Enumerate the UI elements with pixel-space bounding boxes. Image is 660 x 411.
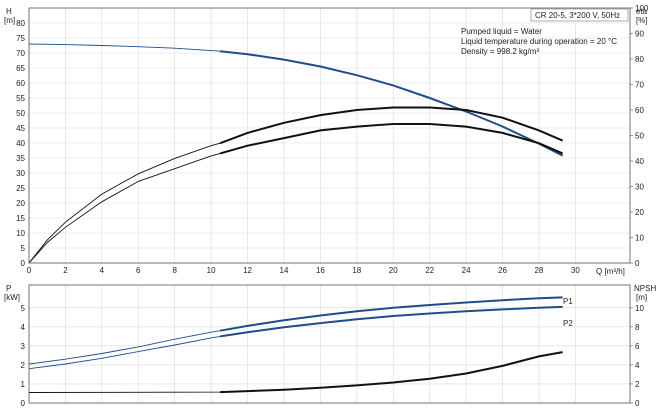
x-tick-label: 12 [243,266,252,275]
x-axis-label: Q [m³/h] [596,267,625,276]
bottom-series-p2-operating [220,305,563,338]
top-left-tick-label: 25 [16,184,25,193]
x-tick-label: 10 [207,266,216,275]
bottom-left-tick-label: 5 [21,304,26,313]
bottom-left-tick-label: 2 [21,361,26,370]
x-tick-label: 18 [352,266,361,275]
bottom-right-axis-label-2: [m] [636,293,647,302]
bottom-left-axis-label-1: P [6,284,11,293]
top-left-tick-label: 15 [16,214,25,223]
top-series-eta-p-thin [28,123,563,264]
top-left-tick-label: 20 [16,199,25,208]
grid-layer [28,7,633,404]
legend-p2: P2 [563,319,573,328]
top-left-tick-label: 75 [16,34,25,43]
top-series-h-operating [220,50,564,157]
bottom-series-p2-thin [28,306,563,370]
top-right-tick-label: 70 [635,81,644,90]
x-tick-label: 8 [172,266,177,275]
bottom-series-p1-operating [220,296,563,332]
top-right-axis-label-1: eta [636,7,648,16]
x-tick-label: 30 [571,266,580,275]
x-tick-label: 14 [280,266,289,275]
top-left-tick-label: 35 [16,154,25,163]
top-right-tick-label: 100 [635,4,649,13]
top-left-tick-label: 30 [16,169,25,178]
info-line-1: Pumped liquid = Water [461,27,542,36]
top-left-axis-label-2: [m] [4,16,15,25]
bottom-right-tick-label: 8 [635,323,640,332]
tick-labels: 0 2 4 6 8 10 12 14 16 18 20 22 24 26 28 300510152025303… [16,4,649,408]
bottom-right-axis-label-1: NPSH [634,284,656,293]
top-left-tick-label: 80 [16,19,25,28]
series-layer [28,43,564,394]
top-left-tick-label: 10 [16,229,25,238]
bottom-left-axis-label-2: [kW] [4,293,20,302]
top-series-eta-operating [219,106,563,145]
top-right-tick-label: 60 [635,106,644,115]
top-right-tick-label: 90 [635,30,644,39]
x-tick-label: 28 [534,266,543,275]
legend-p1: P1 [563,297,573,306]
top-left-tick-label: 5 [21,244,26,253]
top-left-axis-label-1: H [6,7,12,16]
bottom-left-tick-label: 3 [21,342,26,351]
x-tick-label: 22 [425,266,434,275]
top-right-tick-label: 40 [635,157,644,166]
bottom-plot-frame [28,284,631,404]
top-left-tick-label: 50 [16,109,25,118]
bottom-right-tick-label: 4 [635,361,640,370]
model-box [530,8,629,22]
top-left-tick-label: 70 [16,49,25,58]
top-series-eta-thin [28,107,563,264]
bottom-right-tick-label: 10 [635,304,644,313]
top-right-tick-label: 80 [635,55,644,64]
bottom-series-p1-thin [28,296,563,365]
top-left-tick-label: 0 [21,259,26,268]
top-right-tick-label: 30 [635,183,644,192]
info-line-3: Density = 998.2 kg/m³ [461,47,539,56]
top-series-eta-p-operating [219,123,563,155]
x-tick-label: 16 [316,266,325,275]
top-left-tick-label: 40 [16,139,25,148]
top-right-tick-label: 10 [635,234,644,243]
x-tick-label: 26 [498,266,507,275]
model-text: CR 20-5, 3*200 V, 50Hz [535,11,620,20]
bottom-series-npsh-operating [220,351,563,394]
top-right-tick-label: 50 [635,132,644,141]
x-tick-label: 0 [27,266,32,275]
top-left-tick-label: 45 [16,124,25,133]
top-left-tick-label: 55 [16,94,25,103]
x-tick-label: 20 [389,266,398,275]
bottom-right-tick-label: 2 [635,380,640,389]
top-left-tick-label: 60 [16,79,25,88]
bottom-right-tick-label: 0 [635,399,640,408]
x-tick-label: 2 [63,266,68,275]
top-series-h-thin [28,43,563,157]
x-tick-label: 6 [136,266,141,275]
bottom-left-tick-label: 1 [21,380,26,389]
top-right-tick-label: 20 [635,208,644,217]
x-tick-label: 4 [100,266,105,275]
bottom-series-npsh-thin [28,351,563,393]
info-line-2: Liquid temperature during operation = 20… [461,37,617,46]
top-right-axis-label-2: [%] [636,16,648,25]
top-plot-frame [28,7,631,264]
x-tick-label: 24 [462,266,471,275]
bottom-left-tick-label: 4 [21,323,26,332]
bottom-left-tick-label: 0 [21,399,26,408]
top-right-tick-label: 0 [635,259,640,268]
top-left-tick-label: 65 [16,64,25,73]
bottom-right-tick-label: 6 [635,342,640,351]
